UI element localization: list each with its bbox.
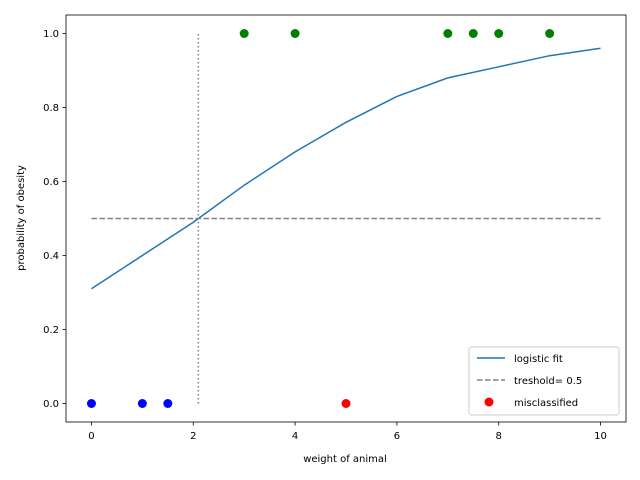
legend-label: misclassified [514,398,578,409]
data-point [341,399,351,408]
x-tick-label: 4 [292,431,298,442]
legend: logistic fit treshold= 0.5 misclassified [468,346,620,416]
data-point [86,399,96,408]
data-point [545,29,555,38]
y-tick-label: 0.6 [43,177,59,188]
data-point [290,29,300,38]
legend-label: treshold= 0.5 [514,376,582,387]
y-tick-label: 0.0 [43,399,59,410]
x-tick-label: 10 [594,431,607,442]
legend-swatch-dot [484,397,494,407]
y-tick-label: 0.4 [43,251,59,262]
y-tick-label: 1.0 [43,29,59,40]
axes: 0 2 4 6 8 10 0.0 0.2 0.4 0.6 0.8 1.0 [43,14,627,442]
plot-area [86,29,601,408]
data-point [443,29,453,38]
x-tick-label: 8 [496,431,502,442]
data-point [239,29,249,38]
y-tick-label: 0.2 [43,325,59,336]
data-point [494,29,504,38]
x-tick-label: 0 [88,431,94,442]
data-point [163,399,173,408]
x-axis-label: weight of animal [303,454,387,465]
y-axis-label: probability of obesity [16,165,27,271]
data-point [468,29,478,38]
y-tick-label: 0.8 [43,103,59,114]
x-tick-label: 6 [394,431,400,442]
legend-label: logistic fit [514,354,563,365]
data-point [137,399,147,408]
plot-frame [65,14,627,423]
x-tick-label: 2 [190,431,196,442]
logistic-fit-line [91,47,601,290]
legend-box [468,346,620,416]
